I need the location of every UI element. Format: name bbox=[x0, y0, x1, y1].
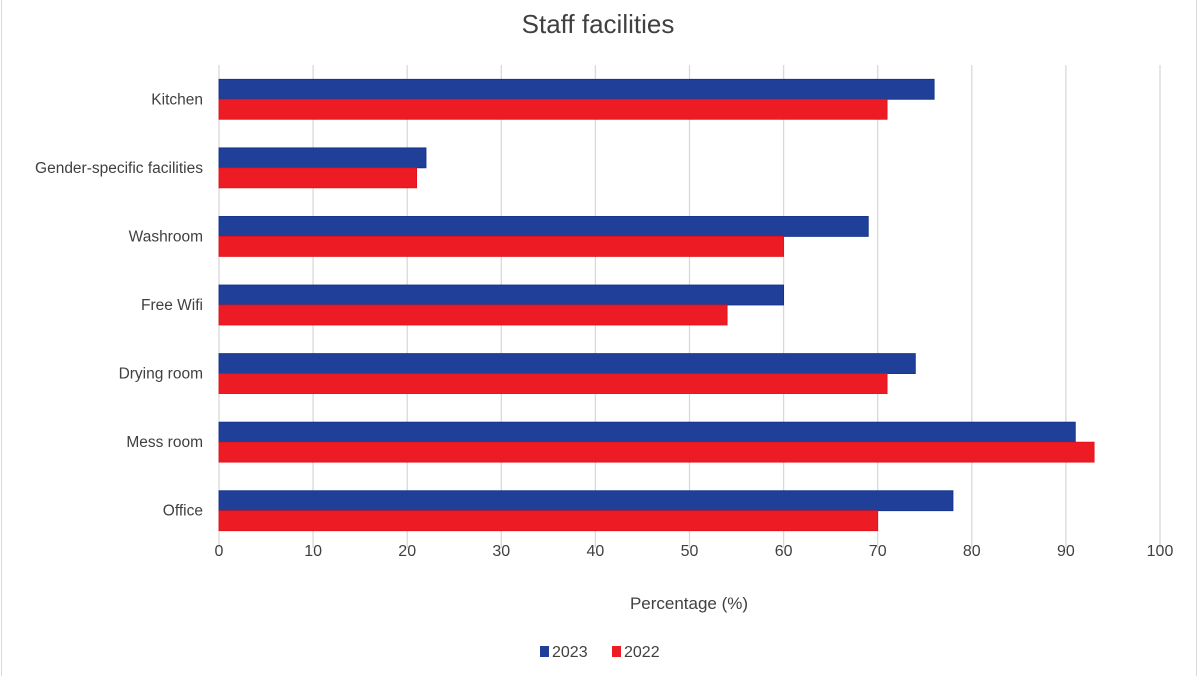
bar-2022-office bbox=[218, 510, 879, 532]
legend-label-2023: 2023 bbox=[552, 644, 588, 661]
category-label: Free Wifi bbox=[141, 297, 203, 314]
bar-2023-free-wifi bbox=[218, 284, 784, 306]
x-tick-labels: 0 10 20 30 40 50 60 70 80 90 100 bbox=[215, 543, 1174, 560]
bar-2022-washroom bbox=[218, 236, 784, 257]
legend-label-2022: 2022 bbox=[624, 644, 660, 661]
x-axis-title: Percentage (%) bbox=[630, 594, 748, 613]
x-tick-label: 80 bbox=[963, 543, 981, 560]
category-label: Drying room bbox=[119, 366, 203, 383]
category-label: Gender-specific facilities bbox=[35, 160, 203, 177]
bar-2023-gender-specific-facilities bbox=[218, 147, 427, 169]
bar-2022-mess-room bbox=[218, 441, 1095, 463]
bar-2023-drying-room bbox=[218, 353, 916, 374]
bar-2022-gender-specific-facilities bbox=[218, 167, 418, 189]
x-tick-label: 40 bbox=[587, 543, 605, 560]
category-labels: Kitchen Gender-specific facilities Washroo… bbox=[35, 91, 203, 519]
bar-2023-mess-room bbox=[218, 421, 1076, 443]
category-label: Office bbox=[163, 503, 203, 520]
x-tick-label: 20 bbox=[398, 543, 416, 560]
x-tick-label: 70 bbox=[869, 543, 887, 560]
x-tick-label: 100 bbox=[1147, 543, 1174, 560]
bar-2023-kitchen bbox=[218, 78, 935, 100]
x-tick-label: 90 bbox=[1057, 543, 1075, 560]
chart-title: Staff facilities bbox=[522, 9, 675, 39]
legend: 2023 2022 bbox=[540, 644, 660, 661]
bar-2023-washroom bbox=[218, 216, 869, 237]
x-tick-label: 60 bbox=[775, 543, 793, 560]
x-tick-label: 0 bbox=[215, 543, 224, 560]
bar-2022-drying-room bbox=[218, 373, 888, 394]
category-label: Mess room bbox=[126, 434, 203, 451]
bars bbox=[218, 78, 1095, 532]
bar-2022-free-wifi bbox=[218, 304, 728, 326]
category-label: Washroom bbox=[129, 228, 203, 245]
legend-swatch-2022 bbox=[612, 646, 621, 657]
legend-swatch-2023 bbox=[540, 646, 549, 657]
bar-2022-kitchen bbox=[218, 98, 888, 120]
bar-2023-office bbox=[218, 490, 954, 512]
x-tick-label: 30 bbox=[492, 543, 510, 560]
x-tick-label: 50 bbox=[681, 543, 699, 560]
x-tick-label: 10 bbox=[304, 543, 322, 560]
category-label: Kitchen bbox=[151, 91, 203, 108]
